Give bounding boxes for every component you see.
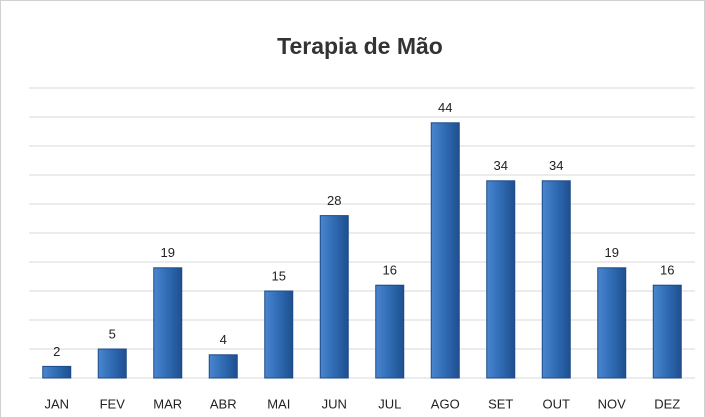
data-label: 5 xyxy=(109,326,116,341)
x-tick-label: JAN xyxy=(44,396,69,411)
bar xyxy=(208,354,238,379)
x-tick-label: JUL xyxy=(378,396,401,411)
x-tick-label: MAI xyxy=(267,396,290,411)
x-tick-label: JUN xyxy=(322,396,347,411)
x-tick-label: AGO xyxy=(431,396,460,411)
data-label: 19 xyxy=(161,245,175,260)
data-label: 28 xyxy=(327,193,341,208)
data-label: 34 xyxy=(494,158,508,173)
bar xyxy=(319,215,349,379)
data-label: 15 xyxy=(272,268,286,283)
data-label: 2 xyxy=(53,344,60,359)
bar xyxy=(652,284,682,379)
bar xyxy=(430,122,460,379)
data-label: 44 xyxy=(438,100,452,115)
data-label: 16 xyxy=(383,263,397,278)
bar xyxy=(375,284,405,379)
data-label: 16 xyxy=(660,263,674,278)
bar xyxy=(97,348,127,379)
x-tick-label: MAR xyxy=(153,396,182,411)
data-label: 19 xyxy=(605,245,619,260)
x-tick-label: SET xyxy=(488,396,513,411)
x-tick-label: NOV xyxy=(598,396,627,411)
bar xyxy=(597,267,627,379)
bar xyxy=(541,180,571,379)
x-tick-label: DEZ xyxy=(654,396,680,411)
bar xyxy=(486,180,516,379)
bar xyxy=(42,365,72,379)
data-label: 4 xyxy=(220,332,227,347)
x-tick-label: FEV xyxy=(100,396,126,411)
x-tick-label: OUT xyxy=(543,396,571,411)
chart-title: Terapia de Mão xyxy=(277,33,443,59)
bar xyxy=(153,267,183,379)
bar xyxy=(264,290,294,379)
x-tick-label: ABR xyxy=(210,396,237,411)
data-label: 34 xyxy=(549,158,563,173)
